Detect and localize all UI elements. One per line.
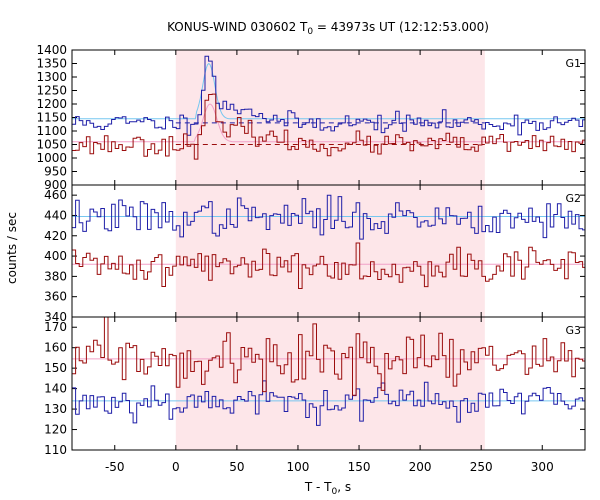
y-axis-label: counts / sec bbox=[5, 212, 19, 284]
y-tick-label: 340 bbox=[44, 310, 67, 324]
panel-plot-area bbox=[72, 317, 585, 426]
y-tick-label: 1050 bbox=[36, 138, 67, 152]
chart-title: KONUS-WIND 030602 T0 = 43973s UT (12:12:… bbox=[167, 20, 489, 37]
panels-group: 9009501000105011001150120012501300135014… bbox=[36, 43, 586, 457]
fit-line-blue bbox=[72, 62, 585, 120]
y-tick-label: 460 bbox=[44, 188, 67, 202]
x-tick-label: 250 bbox=[470, 460, 493, 474]
y-tick-label: 150 bbox=[44, 361, 67, 375]
y-tick-label: 170 bbox=[44, 320, 67, 334]
y-tick-label: 1150 bbox=[36, 111, 67, 125]
fit-line-red bbox=[72, 103, 585, 143]
y-tick-label: 1350 bbox=[36, 57, 67, 71]
panel-g2: 340 360 380 400 420 440 460 G2 bbox=[44, 184, 586, 324]
y-tick-label: 140 bbox=[44, 382, 67, 396]
x-tick-label: 300 bbox=[531, 460, 554, 474]
count-rate-series-blue bbox=[72, 380, 585, 426]
y-tick-label: 160 bbox=[44, 341, 67, 355]
y-tick-label: 380 bbox=[44, 269, 67, 283]
y-tick-label: 1000 bbox=[36, 151, 67, 165]
panel-label-g1: G1 bbox=[565, 57, 581, 70]
y-tick-label: 1300 bbox=[36, 70, 67, 84]
y-tick-label: 360 bbox=[44, 290, 67, 304]
panel-plot-area bbox=[72, 55, 585, 160]
x-axis-label: T - T0, s bbox=[304, 480, 351, 497]
y-tick-label: 420 bbox=[44, 229, 67, 243]
y-tick-label: 130 bbox=[44, 402, 67, 416]
panel-frame bbox=[71, 316, 586, 451]
y-tick-label: 1400 bbox=[36, 43, 67, 57]
count-rate-series-red bbox=[72, 317, 585, 396]
shaded-interval bbox=[175, 185, 485, 317]
y-tick-label: 110 bbox=[44, 443, 67, 457]
y-tick-label: 400 bbox=[44, 249, 67, 263]
y-tick-label: 120 bbox=[44, 423, 67, 437]
panel-label-g3: G3 bbox=[565, 324, 581, 337]
panel-label-g2: G2 bbox=[565, 192, 581, 205]
panel-g3: 110 120 130 140 150 160 170 G3 bbox=[44, 316, 586, 457]
x-tick-label: 200 bbox=[409, 460, 432, 474]
shaded-interval bbox=[175, 50, 485, 185]
y-tick-label: 1200 bbox=[36, 97, 67, 111]
y-tick-label: 950 bbox=[44, 165, 67, 179]
shaded-interval bbox=[175, 317, 485, 450]
y-tick-label: 1100 bbox=[36, 124, 67, 138]
x-tick-label: 150 bbox=[348, 460, 371, 474]
x-tick-label: 0 bbox=[172, 460, 180, 474]
x-axis: -50 0 50 100 150 200 250 300 bbox=[105, 460, 554, 474]
y-tick-label: 1250 bbox=[36, 84, 67, 98]
y-tick-label: 440 bbox=[44, 208, 67, 222]
panel-g1: 9009501000105011001150120012501300135014… bbox=[36, 43, 586, 192]
count-rate-series-blue bbox=[72, 194, 585, 240]
x-tick-label: 50 bbox=[229, 460, 244, 474]
count-rate-series-red bbox=[72, 242, 585, 289]
y-tick-label: 900 bbox=[44, 178, 67, 192]
x-tick-label: -50 bbox=[105, 460, 125, 474]
count-rate-series-red bbox=[72, 93, 585, 160]
panel-plot-area bbox=[72, 194, 585, 289]
x-tick-label: 100 bbox=[287, 460, 310, 474]
count-rate-series-blue bbox=[72, 55, 585, 136]
